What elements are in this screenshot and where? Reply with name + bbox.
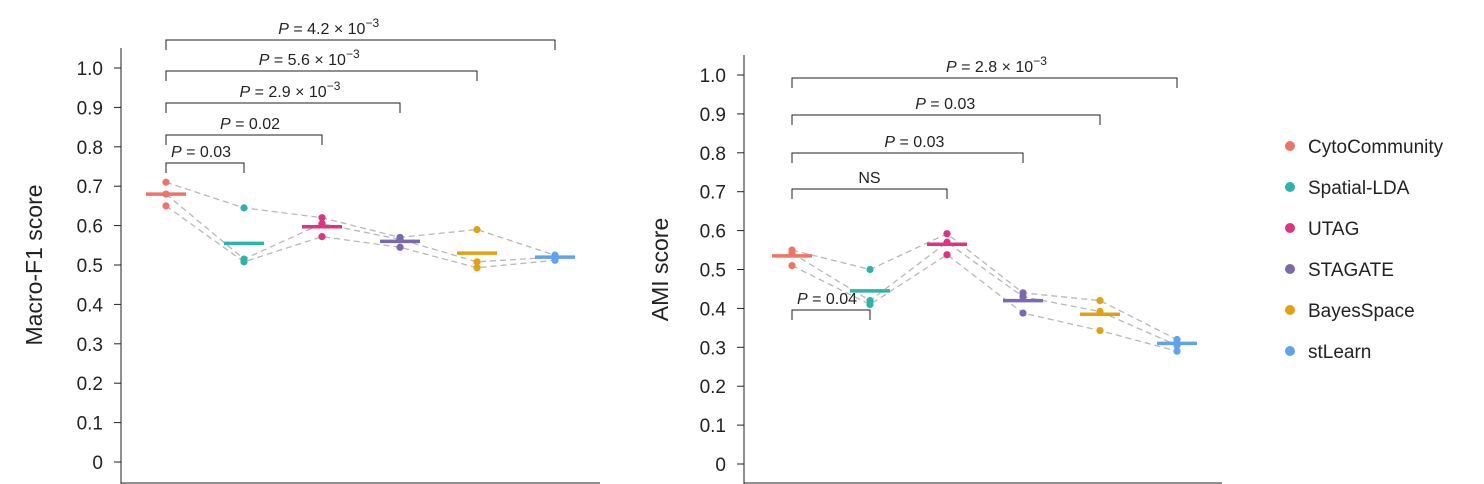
y-tick-label: 1.0 xyxy=(700,66,726,87)
data-point xyxy=(1096,326,1104,335)
ami-chart: 0 0.1 0.2 0.3 0.4 0.5 0.6 0.7 0.8 0.9 1.0 AMI score… xyxy=(647,54,1222,484)
y-tick-label: 0.6 xyxy=(700,222,726,243)
data-point xyxy=(396,243,404,251)
data-point xyxy=(1096,297,1104,305)
p-value-label: P = 0.03 xyxy=(171,144,231,161)
y-tick-label: 0.1 xyxy=(77,414,103,435)
legend: CytoCommunity Spatial-LDA UTAG STAGATE Bayes… xyxy=(1285,137,1444,363)
legend-swatch xyxy=(1285,346,1295,356)
data-point xyxy=(473,225,481,234)
data-point xyxy=(396,235,404,243)
y-tick-label: 0.5 xyxy=(700,261,726,282)
comparison-bracket xyxy=(791,188,948,199)
data-point xyxy=(1096,307,1104,316)
data-point xyxy=(866,265,874,274)
y-tick-label: 0.5 xyxy=(77,256,103,277)
legend-swatch xyxy=(1285,305,1295,315)
legend-label: CytoCommunity xyxy=(1308,137,1444,158)
y-tick-label: 0.9 xyxy=(77,98,103,119)
comparison-bracket xyxy=(791,309,871,320)
data-point xyxy=(318,233,326,241)
p-value-label: P = 2.9 × 10−3 xyxy=(240,79,341,101)
p-value-label: P = 4.2 × 10−3 xyxy=(278,16,379,38)
legend-swatch xyxy=(1285,182,1295,192)
comparison-bracket xyxy=(165,39,556,50)
y-tick-label: 0.9 xyxy=(700,105,726,126)
y-tick-label: 0.6 xyxy=(77,217,103,238)
p-value-label: NS xyxy=(858,170,880,187)
comparison-bracket xyxy=(165,102,401,113)
data-point xyxy=(473,264,481,272)
comparison-bracket xyxy=(791,152,1024,163)
data-point xyxy=(788,249,796,257)
data-point xyxy=(551,256,559,264)
data-point xyxy=(1019,309,1027,317)
data-point xyxy=(1173,341,1181,349)
data-point xyxy=(943,251,951,259)
y-tick-label: 0.2 xyxy=(77,374,103,395)
legend-swatch xyxy=(1285,223,1295,233)
data-point xyxy=(162,178,170,186)
replicate-line xyxy=(791,232,1178,341)
legend-swatch xyxy=(1285,264,1295,274)
p-value-label: P = 0.04 xyxy=(797,291,857,308)
legend-label: STAGATE xyxy=(1308,260,1394,281)
p-value-label: P = 0.03 xyxy=(915,96,975,113)
legend-label: UTAG xyxy=(1308,219,1359,240)
y-tick-label: 0.7 xyxy=(700,183,726,204)
data-point xyxy=(162,190,170,198)
data-point xyxy=(318,214,326,222)
y-tick-label: 0.8 xyxy=(700,144,726,165)
p-value-label: P = 0.03 xyxy=(884,134,944,151)
comparison-bracket xyxy=(165,70,478,81)
data-point xyxy=(866,300,874,309)
replicate-line xyxy=(165,205,556,269)
legend-label: stLearn xyxy=(1308,342,1371,363)
data-point xyxy=(240,204,248,212)
p-value-label: P = 5.6 × 10−3 xyxy=(259,47,360,69)
legend-swatch xyxy=(1285,141,1295,151)
legend-label: Spatial-LDA xyxy=(1308,178,1410,199)
data-point xyxy=(318,220,326,228)
comparison-bracket xyxy=(791,77,1178,88)
data-point xyxy=(1019,293,1027,301)
data-point xyxy=(788,262,796,270)
y-tick-label: 0 xyxy=(92,453,103,474)
y-tick-label: 0.2 xyxy=(700,377,726,398)
data-point xyxy=(943,230,951,238)
data-point xyxy=(943,238,951,246)
y-tick-label: 1.0 xyxy=(77,59,103,80)
replicate-line xyxy=(791,241,1178,346)
legend-label: BayesSpace xyxy=(1308,301,1415,322)
p-value-label: P = 0.02 xyxy=(220,116,280,133)
y-tick-label: 0.7 xyxy=(77,177,103,198)
y-tick-label: 0.3 xyxy=(77,335,103,356)
data-point xyxy=(473,258,481,266)
y-tick-label: 0.4 xyxy=(77,295,104,316)
data-point xyxy=(1173,335,1181,344)
comparison-bracket xyxy=(791,114,1101,125)
y-tick-label: 0.1 xyxy=(700,416,726,437)
y-tick-label: 0.8 xyxy=(77,138,103,159)
comparison-bracket xyxy=(165,162,245,173)
p-value-label: P = 2.8 × 10−3 xyxy=(946,54,1047,76)
y-axis-label: Macro-F1 score xyxy=(21,184,47,345)
y-tick-label: 0 xyxy=(715,455,726,476)
y-tick-label: 0.3 xyxy=(700,338,726,359)
replicate-line xyxy=(791,253,1178,352)
data-point xyxy=(1173,347,1181,355)
data-point xyxy=(240,258,248,266)
y-tick-label: 0.4 xyxy=(700,299,727,320)
replicate-line xyxy=(165,181,556,256)
comparison-bracket xyxy=(165,134,323,145)
data-point xyxy=(162,202,170,210)
macro-f1-chart: 0 0.1 0.2 0.3 0.4 0.5 0.6 0.7 0.8 0.9 1.0 Macro-F1 … xyxy=(21,16,600,484)
replicate-line xyxy=(165,193,556,263)
y-axis-label: AMI score xyxy=(647,218,673,322)
